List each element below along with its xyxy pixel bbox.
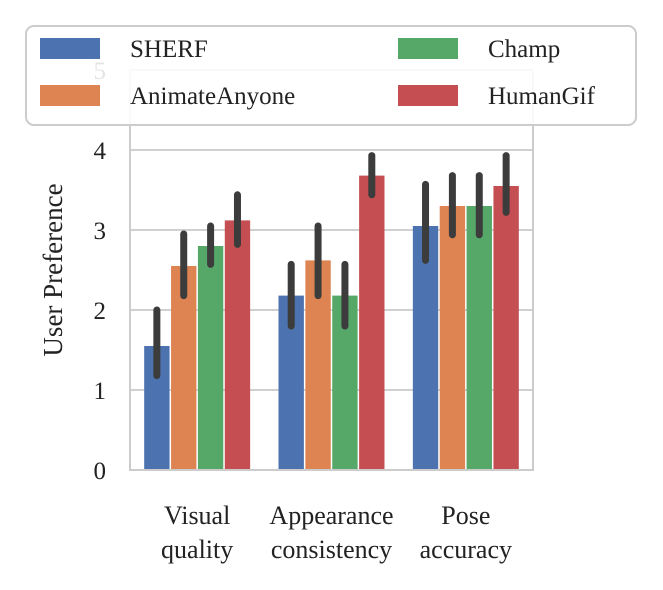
y-tick-label: 3 [94,218,107,245]
error-bars [153,152,510,380]
y-tick-label: 2 [94,298,107,325]
legend-box [25,25,637,126]
x-tick-label: Visual [164,501,230,530]
bar-sherf [412,226,439,470]
legend-label-champ: Champ [488,36,560,63]
legend-swatch-humangif [398,85,458,106]
x-tick-label: consistency [271,535,392,564]
y-tick-label: 0 [94,458,107,485]
legend-swatch-sherf [40,38,100,59]
x-tick-label: Appearance [269,501,393,530]
bar-champ [197,246,224,470]
bar-humangif [224,220,251,470]
x-tick-labels: Visual quality Appearance consistency Pose ac… [161,501,512,564]
bars [144,175,519,470]
legend-label-sherf: SHERF [130,36,208,63]
legend-label-humangif: HumanGif [488,83,596,110]
bar-animateanyone [171,266,197,470]
y-axis-label: User Preference [38,183,68,356]
x-tick-label: quality [161,535,233,564]
bar-animateanyone [439,206,466,470]
x-tick-label: accuracy [420,535,512,564]
y-tick-label: 4 [94,138,107,165]
legend-label-animateanyone: AnimateAnyone [130,83,295,110]
bar-humangif [493,186,519,470]
legend-swatch-champ [398,38,458,59]
x-tick-label: Pose [441,501,490,530]
y-tick-label: 1 [94,378,107,405]
legend-swatch-animateanyone [40,85,100,106]
bar-champ [466,206,492,470]
bar-humangif [359,175,385,470]
legend: SHERF AnimateAnyone Champ HumanGif [25,25,637,126]
